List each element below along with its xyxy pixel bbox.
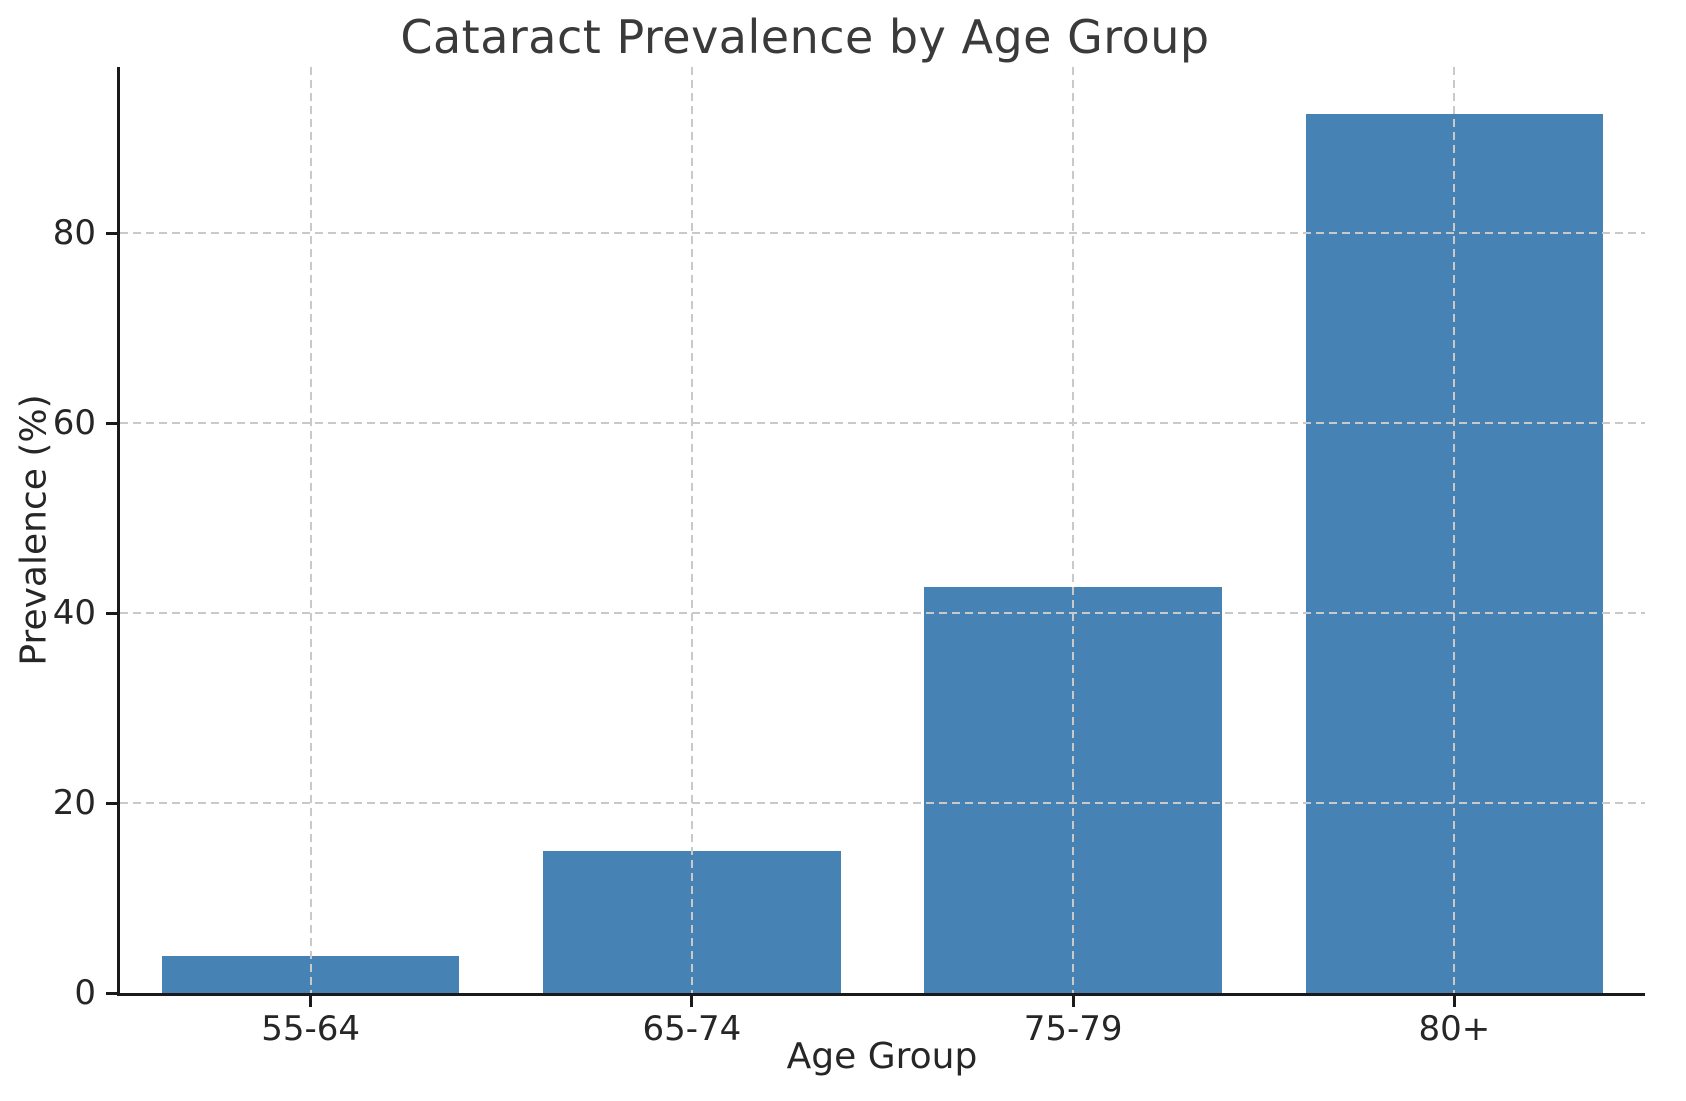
- x-gridline: [690, 67, 693, 993]
- x-gridline: [1453, 67, 1456, 993]
- y-tick-mark: [106, 991, 117, 995]
- x-tick-label: 80+: [1418, 1009, 1491, 1049]
- y-tick-mark: [106, 611, 117, 615]
- y-axis-spine: [117, 67, 120, 996]
- y-tick-mark: [106, 801, 117, 805]
- x-gridline: [309, 67, 312, 993]
- x-tick-label: 75-79: [1023, 1009, 1123, 1049]
- x-tick-mark: [690, 996, 694, 1007]
- y-tick-label: 0: [74, 973, 96, 1013]
- y-tick-label: 60: [52, 403, 96, 444]
- x-tick-mark: [1452, 996, 1456, 1007]
- x-axis-label: Age Group: [786, 1036, 978, 1077]
- y-tick-label: 80: [52, 213, 96, 254]
- x-axis-spine: [117, 993, 1645, 996]
- x-tick-label: 55-64: [261, 1009, 361, 1049]
- y-tick-mark: [106, 421, 117, 425]
- y-gridline: [120, 232, 1645, 235]
- x-gridline: [1072, 67, 1075, 993]
- plot-area: 0 20 40 60 80 55-64 65-74 75-79 80+: [53, 67, 1645, 1049]
- y-gridline: [120, 422, 1645, 425]
- y-tick-label: 40: [52, 593, 96, 634]
- y-tick-label: 20: [52, 783, 96, 824]
- x-tick-mark: [309, 996, 313, 1007]
- y-tick-mark: [106, 231, 117, 235]
- x-tick-mark: [1071, 996, 1075, 1007]
- chart-title: Cataract Prevalence by Age Group: [400, 10, 1210, 64]
- y-gridline: [120, 612, 1645, 615]
- y-gridline: [120, 802, 1645, 805]
- x-tick-label: 65-74: [642, 1009, 742, 1049]
